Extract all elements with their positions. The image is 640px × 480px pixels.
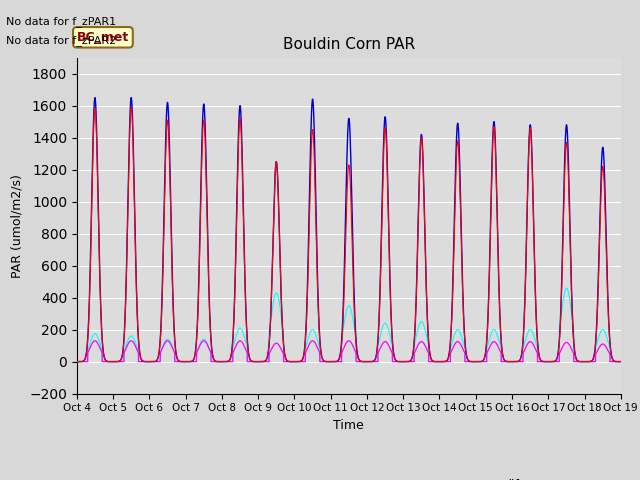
X-axis label: Time: Time [333, 419, 364, 432]
totPAR [616, 359, 624, 364]
difPAR [502, 359, 509, 364]
difPAR [563, 285, 570, 291]
difPAR [73, 359, 81, 364]
totPAR [329, 359, 337, 364]
PAR_in [616, 359, 624, 364]
PAR_in [502, 358, 509, 364]
totPAR [617, 359, 625, 364]
PAR_out [471, 359, 479, 364]
totPAR [73, 359, 81, 364]
PAR_in [73, 359, 81, 364]
PAR_out [91, 338, 99, 344]
Line: difPAR: difPAR [77, 288, 621, 361]
difPAR [616, 359, 624, 364]
PAR_out [329, 359, 337, 364]
Text: BC_met: BC_met [77, 31, 129, 44]
PAR_in [617, 359, 625, 364]
PAR_out [171, 350, 179, 356]
difPAR [471, 359, 479, 364]
PAR_out [441, 359, 449, 364]
Line: PAR_out: PAR_out [77, 341, 621, 361]
PAR_out [617, 359, 625, 364]
PAR_out [502, 359, 509, 364]
Line: PAR_in: PAR_in [77, 107, 621, 361]
difPAR [328, 359, 336, 364]
difPAR [171, 349, 179, 355]
difPAR [440, 359, 448, 364]
Line: totPAR: totPAR [77, 97, 621, 361]
Legend: PAR_in, PAR_out, totPAR, difPAR: PAR_in, PAR_out, totPAR, difPAR [150, 474, 548, 480]
totPAR [441, 359, 449, 364]
PAR_out [73, 359, 81, 364]
PAR_in [441, 359, 449, 364]
PAR_in [471, 359, 479, 364]
totPAR [171, 336, 179, 341]
totPAR [254, 359, 262, 364]
PAR_in [581, 359, 589, 364]
PAR_out [616, 359, 624, 364]
PAR_in [171, 337, 179, 343]
PAR_in [329, 359, 337, 364]
Title: Bouldin Corn PAR: Bouldin Corn PAR [283, 37, 415, 52]
totPAR [471, 359, 479, 364]
difPAR [617, 359, 625, 364]
totPAR [91, 95, 99, 100]
totPAR [502, 359, 509, 364]
Y-axis label: PAR (umol/m2/s): PAR (umol/m2/s) [11, 174, 24, 277]
Text: No data for f_zPAR1: No data for f_zPAR1 [6, 16, 116, 27]
Text: No data for f_zPAR2: No data for f_zPAR2 [6, 35, 116, 46]
PAR_in [127, 104, 135, 110]
